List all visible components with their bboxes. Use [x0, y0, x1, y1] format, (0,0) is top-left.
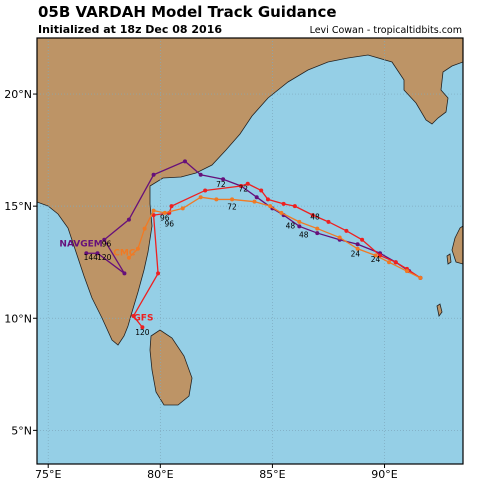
forecast-hour-label: 48: [286, 222, 296, 231]
track-point-cmc: [230, 197, 235, 202]
track-point-cmc: [135, 246, 140, 251]
track-point-navgem: [122, 271, 127, 276]
track-point-cmc: [180, 206, 185, 211]
track-point-cmc: [126, 255, 131, 260]
track-point-gfs: [203, 188, 208, 193]
track-point-navgem: [84, 251, 89, 256]
map-subtitle: Initialized at 18z Dec 08 2016: [38, 23, 222, 36]
track-point-cmc: [297, 219, 302, 224]
track-point-cmc: [198, 195, 203, 200]
track-point-cmc: [151, 208, 156, 213]
map-credit: Levi Cowan - tropicaltidbits.com: [309, 25, 462, 36]
forecast-hour-label: 96: [165, 219, 175, 228]
track-point-cmc: [355, 246, 360, 251]
track-point-cmc: [387, 260, 392, 265]
forecast-hour-label: 72: [227, 203, 237, 212]
track-point-gfs: [156, 271, 161, 276]
map-frame: [36, 37, 464, 465]
x-tick-label: 80°E: [147, 468, 173, 480]
track-point-gfs: [140, 325, 145, 330]
track-point-cmc: [404, 269, 409, 274]
track-point-gfs: [292, 204, 297, 209]
track-point-navgem: [221, 177, 226, 182]
track-point-gfs: [310, 213, 315, 218]
track-point-navgem: [315, 231, 320, 236]
track-point-navgem: [151, 172, 156, 177]
track-point-navgem: [95, 251, 100, 256]
forecast-hour-label: 96: [102, 240, 112, 249]
y-tick-label: 5°N: [11, 424, 32, 437]
track-label-cmc: CMC: [113, 248, 136, 258]
track-point-gfs: [360, 237, 365, 242]
track-point-gfs: [245, 181, 250, 186]
forecast-hour-label: 96: [160, 214, 170, 223]
track-point-navgem: [198, 172, 203, 177]
track-point-gfs: [259, 188, 264, 193]
track-point-navgem: [254, 195, 259, 200]
track-point-gfs: [131, 314, 136, 319]
x-tick-label: 75°E: [35, 468, 61, 480]
forecast-hour-label: 48: [299, 231, 309, 240]
andaman-island: [436, 303, 443, 317]
track-cmc: CMC: [113, 195, 423, 280]
track-point-navgem: [102, 237, 107, 242]
track-point-cmc: [418, 275, 423, 280]
track-point-gfs: [344, 228, 349, 233]
track-point-gfs: [281, 201, 286, 206]
map-title: 05B VARDAH Model Track Guidance: [38, 3, 337, 21]
forecast-hour-label: 120: [135, 328, 150, 337]
track-label-navgem: NAVGEM: [59, 240, 102, 250]
forecast-hour-label: 24: [351, 250, 361, 259]
track-point-gfs: [151, 213, 156, 218]
track-point-gfs: [239, 183, 244, 188]
x-tick-label: 85°E: [259, 468, 285, 480]
track-label-gfs: GFS: [133, 314, 153, 324]
track-point-cmc: [142, 226, 147, 231]
india-landmass: [37, 38, 463, 346]
track-point-navgem: [182, 159, 187, 164]
track-point-cmc: [252, 199, 257, 204]
forecast-hour-label: 72: [239, 185, 249, 194]
track-point-cmc: [214, 197, 219, 202]
andaman-island-north: [446, 253, 452, 265]
x-tick-label: 90°E: [371, 468, 397, 480]
track-point-navgem: [126, 217, 131, 222]
track-point-navgem: [355, 242, 360, 247]
forecast-hour-label: 72: [216, 180, 226, 189]
myanmar-coast: [451, 225, 463, 265]
track-point-gfs: [326, 219, 331, 224]
track-point-navgem: [297, 224, 302, 229]
track-point-cmc: [315, 226, 320, 231]
forecast-hour-label: 144: [84, 253, 99, 262]
track-gfs: GFS: [131, 181, 423, 330]
forecast-hour-label: 24: [371, 255, 381, 264]
forecast-hour-label: 48: [310, 213, 320, 222]
track-point-gfs: [265, 197, 270, 202]
track-point-cmc: [337, 235, 342, 240]
y-tick-label: 20°N: [4, 88, 32, 101]
track-point-cmc: [373, 253, 378, 258]
forecast-hour-label: 120: [97, 253, 112, 262]
track-point-gfs: [169, 204, 174, 209]
track-point-gfs: [378, 253, 383, 258]
y-tick-label: 10°N: [4, 312, 32, 325]
track-point-cmc: [162, 210, 167, 215]
track-point-gfs: [393, 260, 398, 265]
y-tick-label: 15°N: [4, 200, 32, 213]
track-point-cmc: [279, 210, 284, 215]
track-point-cmc: [268, 204, 273, 209]
